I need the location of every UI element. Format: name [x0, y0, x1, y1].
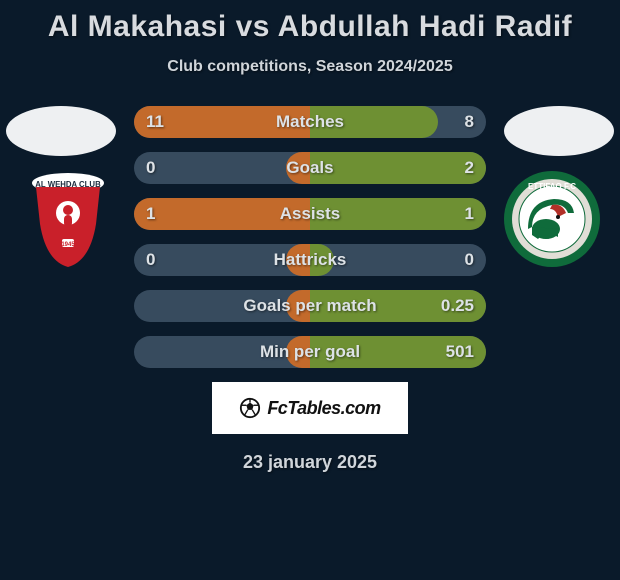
- stat-label: Goals: [134, 152, 486, 183]
- soccer-ball-icon: [239, 397, 261, 419]
- crest-left-icon: AL WEHDA CLUB 1945: [18, 169, 118, 269]
- stat-value-right: 8: [465, 106, 474, 137]
- stat-value-right: 2: [465, 152, 474, 183]
- stat-row: Goals per match 0.25: [134, 290, 486, 322]
- content-area: AL WEHDA CLUB 1945 ETTIFAQ F.C: [0, 106, 620, 473]
- stat-value-right: 501: [446, 336, 474, 367]
- stat-value-right: 1: [465, 198, 474, 229]
- crest-right-icon: ETTIFAQ F.C: [502, 169, 602, 269]
- brand-text: FcTables.com: [267, 398, 380, 419]
- club-crest-right: ETTIFAQ F.C: [502, 169, 602, 269]
- stat-label: Goals per match: [134, 290, 486, 321]
- club-crest-left: AL WEHDA CLUB 1945: [18, 169, 118, 269]
- stat-label: Matches: [134, 106, 486, 137]
- stat-row: 1 Assists 1: [134, 198, 486, 230]
- subtitle: Club competitions, Season 2024/2025: [0, 58, 620, 76]
- stat-row: 0 Goals 2: [134, 152, 486, 184]
- stat-row: Min per goal 501: [134, 336, 486, 368]
- stat-bars: 11 Matches 8 0 Goals 2 1 Assists 1: [134, 106, 486, 368]
- stat-row: 11 Matches 8: [134, 106, 486, 138]
- brand-logo: FcTables.com: [212, 382, 408, 434]
- stat-label: Min per goal: [134, 336, 486, 367]
- stat-row: 0 Hattricks 0: [134, 244, 486, 276]
- stat-label: Hattricks: [134, 244, 486, 275]
- date-text: 23 january 2025: [0, 452, 620, 473]
- flag-placeholder-left: [6, 106, 116, 156]
- stat-value-right: 0.25: [441, 290, 474, 321]
- stat-value-right: 0: [465, 244, 474, 275]
- page-title: Al Makahasi vs Abdullah Hadi Radif: [0, 0, 620, 44]
- stat-label: Assists: [134, 198, 486, 229]
- svg-text:ETTIFAQ F.C: ETTIFAQ F.C: [528, 182, 576, 191]
- svg-text:1945: 1945: [61, 242, 75, 248]
- infographic-container: Al Makahasi vs Abdullah Hadi Radif Club …: [0, 0, 620, 580]
- flag-placeholder-right: [504, 106, 614, 156]
